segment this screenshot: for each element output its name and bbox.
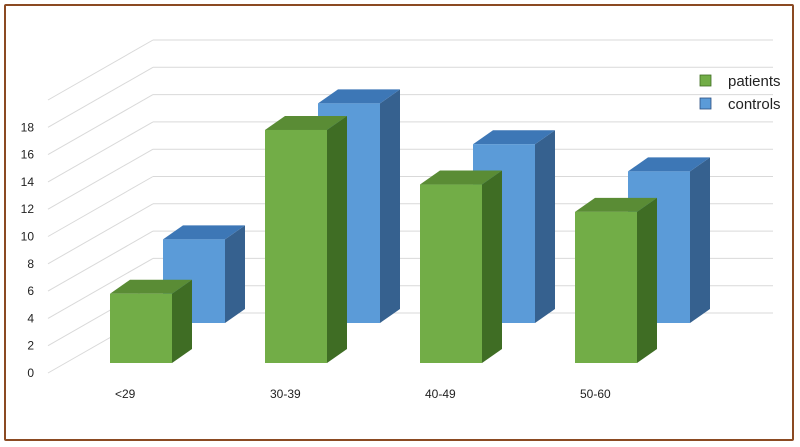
legend-swatch-controls [699, 97, 712, 110]
bar-chart-3d: 0 2 4 6 8 10 12 14 16 18 <29 30-39 40-49 50-60 patient… [21, 39, 781, 401]
bar-controls-2-side [535, 130, 555, 323]
bar-patients-3-top [575, 197, 657, 212]
legend-label-controls: controls [728, 96, 781, 113]
chart-frame: 0 2 4 6 8 10 12 14 16 18 <29 30-39 40-49 50-60 patient… [4, 4, 794, 441]
y-tick-label: 12 [21, 202, 35, 216]
bar-controls-3-side [690, 157, 710, 323]
legend-label-patients: patients [728, 73, 781, 90]
bar-controls-3-top [628, 157, 710, 172]
gridline-diagonal [47, 94, 154, 156]
bar-patients-1-top [265, 115, 347, 130]
bar-patients-3 [575, 211, 637, 363]
bar-patients-1-side [327, 115, 347, 363]
gridline-diagonal [47, 257, 154, 319]
x-category-label: <29 [115, 387, 136, 401]
bar-patients-3-side [637, 197, 657, 363]
bar-controls-2-top [473, 130, 555, 145]
gridline-diagonal [47, 148, 154, 210]
gridline-diagonal [47, 66, 154, 128]
gridline-diagonal [47, 39, 154, 101]
gridline-diagonal [47, 176, 154, 237]
bar-controls-0-top [163, 225, 245, 240]
x-category-label: 40-49 [425, 387, 456, 401]
y-tick-label: 8 [27, 257, 34, 271]
y-tick-label: 4 [27, 311, 34, 325]
bar-controls-1-top [318, 89, 400, 104]
y-tick-label: 14 [21, 175, 35, 189]
bar-patients-0-side [172, 279, 192, 363]
bar-patients-0-top [110, 279, 192, 294]
x-category-label: 50-60 [580, 387, 611, 401]
gridline-diagonal [47, 121, 154, 183]
y-tick-label: 0 [27, 366, 34, 380]
y-tick-label: 10 [21, 230, 35, 244]
gridline-diagonal [47, 203, 154, 265]
y-tick-label: 2 [27, 339, 34, 353]
y-tick-label: 18 [21, 120, 35, 134]
bar-patients-0 [110, 293, 172, 363]
bar-patients-2-side [482, 170, 502, 363]
x-category-label: 30-39 [270, 387, 301, 401]
bar-patients-1 [265, 129, 327, 363]
legend-swatch-patients [699, 74, 712, 87]
bar-controls-1-side [380, 89, 400, 324]
bar-patients-2 [420, 184, 482, 363]
bar-patients-2-top [420, 170, 502, 185]
y-tick-label: 16 [21, 148, 35, 162]
y-tick-label: 6 [27, 284, 34, 298]
bar-controls-0-side [225, 225, 245, 323]
gridline-diagonal [47, 230, 154, 292]
